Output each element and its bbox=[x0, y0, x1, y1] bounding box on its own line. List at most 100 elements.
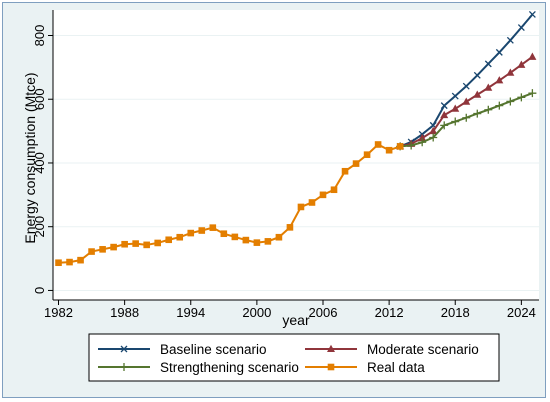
x-tick-label: 2006 bbox=[309, 305, 338, 320]
data-point-real-data bbox=[143, 241, 150, 249]
data-point-real-data bbox=[396, 143, 404, 150]
legend-item-baseline-scenario: Baseline scenario bbox=[98, 342, 267, 357]
data-point-moderate-scenario bbox=[517, 60, 526, 68]
legend-swatch-marker bbox=[327, 344, 335, 352]
data-point-real-data bbox=[121, 240, 128, 248]
data-point-moderate-scenario bbox=[473, 90, 482, 98]
y-ticks: 0 200 400 600 800 bbox=[32, 25, 53, 294]
data-point-strengthening-scenario bbox=[418, 138, 427, 147]
axes bbox=[52, 10, 539, 301]
data-point-moderate-scenario bbox=[462, 97, 471, 105]
y-tick-label: 200 bbox=[32, 216, 47, 238]
y-tick-label: 600 bbox=[32, 88, 47, 110]
data-point-strengthening-scenario bbox=[451, 117, 460, 126]
series-real-data bbox=[55, 141, 404, 267]
y-tick-label: 400 bbox=[32, 152, 47, 174]
data-point-baseline-scenario bbox=[462, 82, 470, 90]
legend-label: Real data bbox=[367, 360, 425, 375]
data-point-strengthening-scenario bbox=[506, 97, 515, 106]
grid-lines bbox=[53, 34, 539, 291]
data-point-real-data bbox=[154, 239, 161, 247]
legend-item-strengthening-scenario: Strengthening scenario bbox=[98, 360, 299, 375]
data-point-moderate-scenario bbox=[484, 83, 493, 91]
data-point-strengthening-scenario bbox=[517, 93, 526, 102]
data-point-real-data bbox=[88, 248, 95, 255]
data-point-baseline-scenario bbox=[495, 48, 503, 56]
legend-label: Strengthening scenario bbox=[160, 360, 299, 375]
data-point-moderate-scenario bbox=[440, 110, 449, 119]
data-point-real-data bbox=[55, 259, 62, 267]
legend-item-real-data: Real data bbox=[305, 360, 425, 375]
data-point-real-data bbox=[110, 243, 117, 251]
legend-swatch-marker bbox=[120, 363, 128, 371]
y-axis-title: Energy consumption (Mtce) bbox=[22, 72, 38, 243]
data-point-strengthening-scenario bbox=[473, 109, 482, 118]
data-point-real-data bbox=[99, 246, 106, 253]
data-point-real-data bbox=[308, 199, 316, 206]
data-point-real-data bbox=[264, 238, 272, 245]
data-point-real-data bbox=[242, 236, 250, 244]
legend-item-moderate-scenario: Moderate scenario bbox=[305, 342, 479, 357]
x-ticks: 1982 1988 1994 2000 2006 2012 2018 2024 bbox=[44, 300, 536, 320]
data-point-strengthening-scenario bbox=[462, 113, 471, 122]
data-point-real-data bbox=[330, 186, 338, 194]
data-point-real-data bbox=[231, 233, 239, 241]
data-point-real-data bbox=[319, 191, 327, 199]
data-point-baseline-scenario bbox=[473, 71, 481, 79]
y-tick-label: 0 bbox=[32, 287, 47, 294]
y-tick-label: 800 bbox=[32, 25, 47, 47]
data-point-baseline-scenario bbox=[528, 11, 536, 18]
data-point-moderate-scenario bbox=[451, 104, 460, 112]
data-point-real-data bbox=[77, 256, 84, 264]
legend: Baseline scenario Moderate scenario Streng… bbox=[88, 333, 500, 382]
data-point-real-data bbox=[132, 240, 139, 247]
x-tick-label: 1982 bbox=[44, 305, 73, 320]
legend-box bbox=[88, 333, 500, 382]
data-point-real-data bbox=[165, 236, 173, 244]
x-tick-label: 2024 bbox=[507, 305, 536, 320]
data-point-moderate-scenario bbox=[495, 76, 504, 84]
data-point-baseline-scenario bbox=[484, 60, 492, 68]
data-point-real-data bbox=[220, 230, 228, 238]
data-point-baseline-scenario bbox=[440, 102, 448, 110]
series-group bbox=[55, 11, 537, 267]
x-tick-label: 1988 bbox=[110, 305, 139, 320]
data-point-real-data bbox=[374, 141, 382, 148]
data-point-real-data bbox=[253, 239, 261, 246]
legend-swatch-marker bbox=[120, 345, 128, 353]
data-point-real-data bbox=[286, 224, 294, 231]
data-point-strengthening-scenario bbox=[407, 141, 416, 150]
data-point-moderate-scenario bbox=[528, 52, 537, 60]
data-point-strengthening-scenario bbox=[495, 101, 504, 110]
data-point-real-data bbox=[187, 229, 195, 237]
data-point-baseline-scenario bbox=[517, 24, 525, 31]
data-point-real-data bbox=[352, 160, 360, 167]
data-point-moderate-scenario bbox=[429, 126, 438, 135]
legend-swatch-marker bbox=[327, 363, 335, 371]
data-point-strengthening-scenario bbox=[484, 105, 493, 114]
data-point-real-data bbox=[385, 146, 393, 154]
data-point-real-data bbox=[363, 151, 371, 158]
data-point-real-data bbox=[275, 233, 283, 241]
data-point-moderate-scenario bbox=[506, 68, 515, 76]
x-axis-title: year bbox=[282, 312, 310, 328]
x-tick-label: 2018 bbox=[441, 305, 470, 320]
x-tick-label: 2000 bbox=[242, 305, 271, 320]
data-point-real-data bbox=[198, 227, 206, 234]
data-point-baseline-scenario bbox=[506, 36, 514, 44]
data-point-real-data bbox=[66, 258, 73, 266]
data-point-strengthening-scenario bbox=[440, 121, 449, 130]
data-point-strengthening-scenario bbox=[429, 133, 438, 142]
data-point-real-data bbox=[176, 233, 184, 241]
data-point-real-data bbox=[209, 224, 217, 231]
legend-items: Baseline scenario Moderate scenario Streng… bbox=[98, 342, 479, 375]
data-point-real-data bbox=[341, 167, 349, 175]
data-point-real-data bbox=[297, 203, 305, 211]
series-strengthening-scenario bbox=[396, 89, 537, 151]
data-point-strengthening-scenario bbox=[528, 89, 537, 98]
legend-label: Baseline scenario bbox=[160, 342, 267, 357]
x-tick-label: 2012 bbox=[375, 305, 404, 320]
x-tick-label: 1994 bbox=[176, 305, 205, 320]
data-point-baseline-scenario bbox=[451, 92, 459, 100]
